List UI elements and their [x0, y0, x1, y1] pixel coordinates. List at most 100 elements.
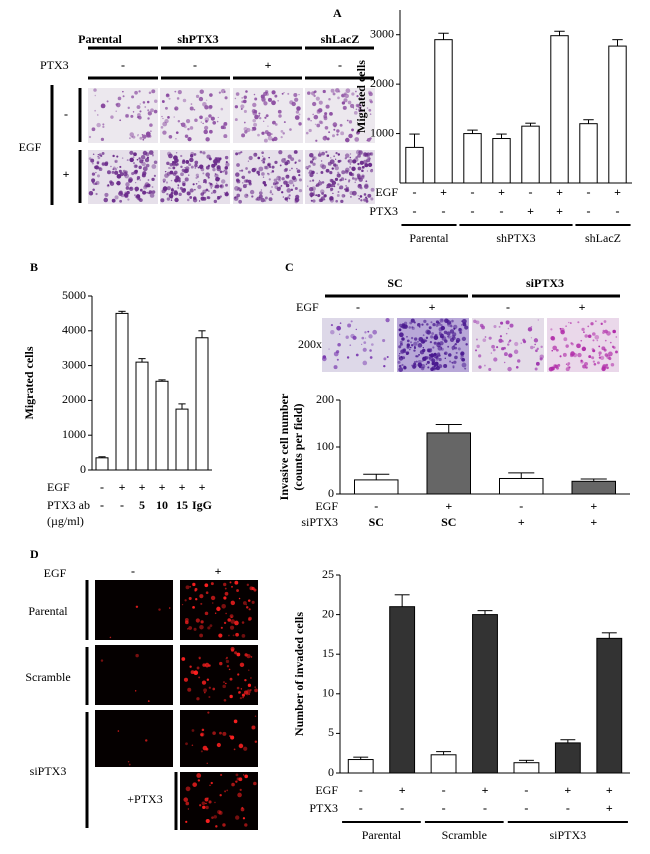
cell: [316, 109, 321, 114]
cell: [365, 199, 369, 203]
cell: [464, 367, 467, 370]
cell: [409, 341, 413, 344]
label: 20: [322, 606, 334, 620]
label: EGF: [315, 783, 338, 797]
cell: [204, 797, 209, 802]
cell: [447, 335, 451, 339]
cell: [90, 158, 95, 163]
cell: [243, 109, 247, 113]
cell: [320, 160, 323, 162]
cell: [230, 735, 235, 740]
cell: [213, 162, 218, 166]
cell: [367, 330, 370, 333]
cell: [151, 164, 157, 169]
cell: [339, 159, 342, 163]
cell: [296, 167, 298, 170]
cell: [403, 365, 406, 368]
cell: [209, 129, 213, 134]
cell: [243, 690, 248, 695]
cell: [139, 159, 144, 164]
cell: [134, 169, 138, 174]
cell: [224, 96, 228, 100]
cell: [604, 339, 607, 342]
cell: [367, 90, 372, 95]
cell: [187, 127, 190, 131]
label: 10: [322, 686, 334, 700]
cell: [226, 193, 228, 196]
label: EGF: [19, 140, 42, 154]
cell: [269, 191, 273, 194]
cell: [129, 132, 134, 137]
cell: [339, 185, 344, 190]
cell: [204, 105, 209, 110]
cell: [609, 341, 612, 344]
cell: [144, 106, 147, 108]
label: siPTX3: [550, 828, 587, 842]
cell: [461, 318, 467, 324]
cell: [212, 731, 216, 735]
cell: [152, 154, 154, 157]
cell: [206, 678, 210, 681]
label: Parental: [78, 32, 122, 46]
cell: [324, 194, 327, 197]
cell: [111, 198, 116, 203]
cell: [147, 179, 150, 181]
label: -: [64, 107, 68, 121]
label: siPTX3: [30, 764, 67, 778]
cell: [449, 360, 452, 363]
cell: [534, 367, 538, 371]
micrograph: [95, 710, 173, 767]
label: 5: [139, 498, 145, 512]
cell: [294, 115, 300, 120]
cell: [492, 348, 496, 352]
cell: [168, 166, 171, 170]
cell: [237, 792, 242, 798]
cell: [214, 801, 216, 804]
label: +: [139, 480, 146, 494]
cell: [106, 170, 111, 175]
cell: [213, 815, 217, 819]
cell: [241, 693, 245, 697]
cell: [559, 327, 562, 330]
cell: [216, 120, 219, 123]
cell: [431, 332, 434, 335]
cell: [225, 682, 227, 685]
cell: [215, 157, 221, 163]
cell: [530, 337, 533, 339]
cell: [191, 744, 194, 747]
cell: [206, 99, 208, 101]
cell: [234, 105, 239, 109]
cell: [349, 344, 352, 346]
cell: [368, 92, 373, 97]
label: 5: [328, 725, 334, 739]
cell: [451, 319, 454, 323]
cell: [91, 127, 96, 132]
cell: [232, 634, 235, 637]
cell: [607, 351, 613, 357]
label: shLacZ: [585, 231, 621, 245]
cell: [334, 177, 339, 181]
bar: [434, 39, 453, 184]
cell: [357, 166, 362, 171]
cell: [126, 159, 129, 162]
cell: [184, 168, 189, 174]
cell: [354, 181, 356, 184]
cell: [415, 355, 418, 358]
cell: [92, 153, 95, 155]
cell: [184, 620, 189, 625]
cell: [151, 186, 154, 188]
cell: [198, 200, 201, 202]
cell: [199, 594, 204, 599]
cell: [271, 186, 273, 188]
cell: [112, 168, 115, 171]
cell: [210, 595, 216, 601]
cell: [223, 134, 228, 139]
cell: [271, 193, 274, 196]
cell: [187, 137, 192, 142]
cell: [325, 168, 330, 173]
cell: [446, 331, 451, 336]
cell: [281, 92, 284, 95]
cell: [135, 605, 139, 609]
label: 2000: [62, 392, 86, 406]
cell: [199, 633, 204, 638]
